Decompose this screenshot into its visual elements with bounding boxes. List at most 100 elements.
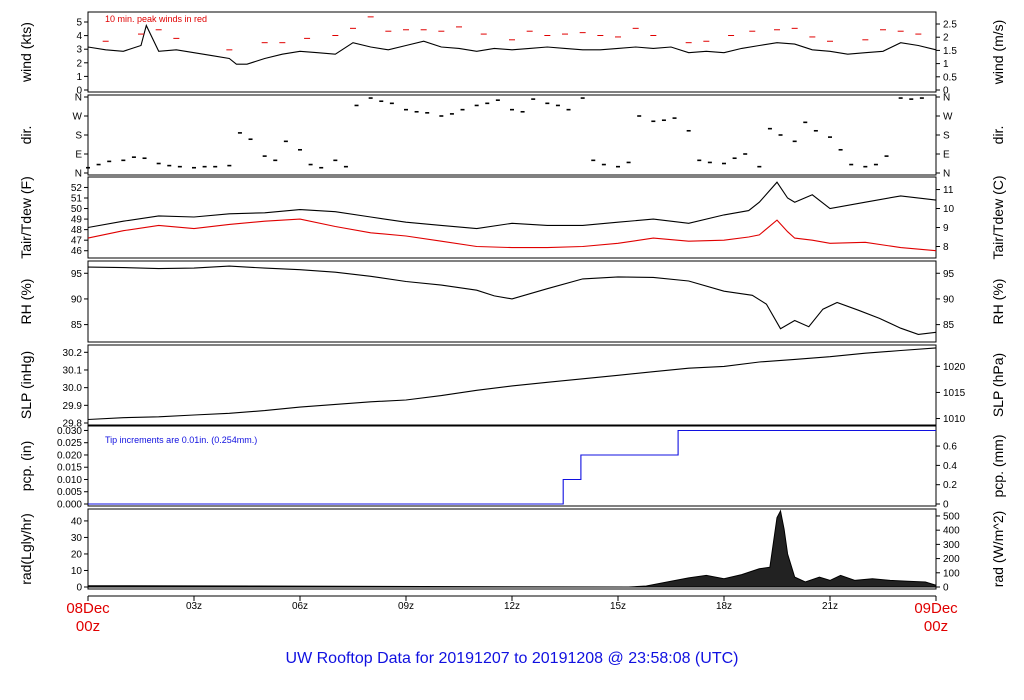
wind-kts-tick-label: 4 [76, 31, 82, 42]
wind-ms-tick-label: 0.5 [943, 72, 957, 83]
x-axis-tick-label: 21z [822, 601, 838, 612]
pcp-mm-tick-label: 0.2 [943, 480, 957, 491]
pcp-mm-tick-label: 0.6 [943, 442, 957, 453]
x-axis-tick-label: 09z [398, 601, 414, 612]
wind-ms-tick-label: 1.5 [943, 46, 957, 57]
temp-c-tick-label: 8 [943, 242, 949, 253]
temperature-ylabel-left: Tair/Tdew (F) [18, 176, 34, 258]
wind-ms-tick-label: 0 [943, 86, 949, 97]
wind-kts-tick-label: 2 [76, 58, 82, 69]
slp-hpa-tick-label: 1020 [943, 362, 966, 373]
rh-right-tick-label: 95 [943, 269, 955, 280]
dir-right-tick-label: S [943, 131, 950, 142]
x-axis-end-hour: 00z [924, 618, 948, 635]
precipitation-ylabel-right: pcp. (mm) [990, 435, 1006, 498]
rad-lgly-tick-label: 40 [71, 516, 83, 527]
slp-in-tick-label: 30.0 [63, 383, 83, 394]
pcp-in-tick-label: 0.025 [57, 438, 82, 449]
pressure-line [87, 347, 937, 421]
wind-ms-tick-label: 1 [943, 59, 949, 70]
radiation-ylabel-left: rad(Lgly/hr) [18, 513, 34, 585]
radiation-area [87, 509, 937, 588]
temp-c-tick-label: 9 [943, 223, 949, 234]
dir-left-tick-label: N [75, 169, 82, 180]
rh-left-tick-label: 90 [71, 294, 83, 305]
temp-f-tick-label: 50 [71, 204, 83, 215]
slp-hpa-tick-label: 1010 [943, 414, 966, 425]
pcp-in-tick-label: 0.010 [57, 475, 82, 486]
dir-left-tick-label: N [75, 93, 82, 104]
chart-title: UW Rooftop Data for 20191207 to 20191208… [285, 650, 739, 667]
slp-in-tick-label: 30.1 [63, 365, 83, 376]
temp-c-tick-label: 11 [943, 185, 954, 196]
slp-hpa-tick-label: 1015 [943, 388, 966, 399]
dir-left-tick-label: S [75, 131, 82, 142]
pressure-ylabel-right: SLP (hPa) [990, 353, 1006, 417]
pressure-ylabel-left: SLP (inHg) [18, 351, 34, 419]
pcp-in-tick-label: 0.015 [57, 463, 82, 474]
x-axis-start-date: 08Dec [66, 600, 110, 617]
precipitation-panel-frame [87, 425, 937, 507]
temp-f-tick-label: 47 [71, 236, 83, 247]
direction-ylabel-left: dir. [18, 126, 34, 145]
radiation-panel-frame [87, 508, 937, 590]
rad-wm2-tick-label: 0 [943, 583, 949, 594]
temp-c-tick-label: 10 [943, 204, 955, 215]
temp-f-tick-label: 49 [71, 215, 83, 226]
humidity-ylabel-left: RH (%) [18, 279, 34, 325]
dir-left-tick-label: W [73, 112, 83, 123]
rad-wm2-tick-label: 500 [943, 511, 960, 522]
precipitation-line [88, 429, 936, 505]
direction-panel-frame [87, 94, 937, 176]
wind-line [87, 23, 937, 65]
pressure-panel-frame [87, 344, 937, 426]
slp-in-tick-label: 29.8 [63, 419, 83, 430]
rad-wm2-tick-label: 200 [943, 554, 960, 565]
x-axis-tick-label: 03z [186, 601, 202, 612]
temperature-panel-frame [87, 176, 937, 259]
rad-lgly-tick-label: 20 [71, 549, 83, 560]
direction-ylabel-right: dir. [990, 126, 1006, 145]
pcp-in-tick-label: 0.005 [57, 487, 82, 498]
rh-left-tick-label: 85 [71, 320, 83, 331]
dir-right-tick-label: E [943, 150, 950, 161]
x-axis-end-date: 09Dec [914, 600, 958, 617]
wind-panel-frame [87, 11, 937, 93]
slp-in-tick-label: 29.9 [63, 401, 83, 412]
wind-ylabel-left: wind (kts) [18, 22, 34, 83]
dir-right-tick-label: N [943, 169, 950, 180]
rh-right-tick-label: 90 [943, 294, 955, 305]
wind-kts-tick-label: 5 [76, 18, 82, 29]
wind-ylabel-right: wind (m/s) [990, 20, 1006, 86]
dir-right-tick-label: W [943, 112, 953, 123]
temperature-ylabel-right: Tair/Tdew (C) [990, 175, 1006, 259]
rh-right-tick-label: 85 [943, 320, 955, 331]
peak-wind-note: 10 min. peak winds in red [105, 14, 207, 24]
pcp-mm-tick-label: 0 [943, 500, 949, 511]
wind-ms-tick-label: 2.5 [943, 20, 957, 31]
rad-wm2-tick-label: 100 [943, 568, 960, 579]
rad-wm2-tick-label: 400 [943, 526, 960, 537]
wind-kts-tick-label: 1 [76, 72, 82, 83]
temp-f-tick-label: 52 [71, 183, 83, 194]
slp-in-tick-label: 30.2 [63, 348, 83, 359]
wind-kts-tick-label: 3 [76, 45, 82, 56]
humidity-line [87, 265, 937, 335]
rad-lgly-tick-label: 0 [76, 583, 82, 594]
dew-point-line [87, 218, 937, 252]
rad-lgly-tick-label: 30 [71, 533, 83, 544]
wind-kts-tick-label: 0 [76, 86, 82, 97]
dir-left-tick-label: E [75, 150, 82, 161]
x-axis-tick-label: 18z [716, 601, 732, 612]
pcp-in-tick-label: 0.000 [57, 500, 82, 511]
pcp-in-tick-label: 0.020 [57, 450, 82, 461]
pcp-mm-tick-label: 0.4 [943, 461, 957, 472]
rad-lgly-tick-label: 10 [71, 566, 83, 577]
air-temperature-line [87, 181, 937, 230]
temp-f-tick-label: 51 [71, 193, 83, 204]
dir-right-tick-label: N [943, 93, 950, 104]
x-axis-tick-label: 12z [504, 601, 520, 612]
x-axis-start-hour: 00z [76, 618, 100, 635]
wind-ms-tick-label: 2 [943, 33, 949, 44]
